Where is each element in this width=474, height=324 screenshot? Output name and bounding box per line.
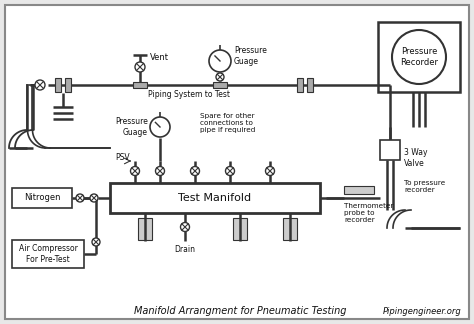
Bar bbox=[12, 188, 72, 208]
Text: Nitrogen: Nitrogen bbox=[24, 193, 60, 202]
Bar bbox=[307, 78, 313, 92]
Text: Thermometer
probe to
recorder: Thermometer probe to recorder bbox=[344, 203, 393, 223]
Circle shape bbox=[35, 80, 45, 90]
Bar bbox=[133, 82, 147, 88]
Circle shape bbox=[92, 238, 100, 246]
Text: Test Manifold: Test Manifold bbox=[178, 193, 252, 203]
Circle shape bbox=[150, 117, 170, 137]
Bar bbox=[138, 218, 152, 240]
Circle shape bbox=[181, 223, 190, 232]
Text: Spare for other
connections to
pipe if required: Spare for other connections to pipe if r… bbox=[200, 113, 255, 133]
Circle shape bbox=[130, 167, 139, 176]
Bar bbox=[380, 140, 400, 160]
Text: Pipingengineer.org: Pipingengineer.org bbox=[383, 307, 462, 316]
Circle shape bbox=[76, 194, 84, 202]
Bar bbox=[378, 22, 460, 92]
Text: Pressure
Guage: Pressure Guage bbox=[115, 117, 148, 137]
Text: Manifold Arrangment for Pneumatic Testing: Manifold Arrangment for Pneumatic Testin… bbox=[134, 306, 346, 316]
Text: Piping System to Test: Piping System to Test bbox=[148, 90, 230, 99]
Text: Pressure
Recorder: Pressure Recorder bbox=[400, 47, 438, 67]
Circle shape bbox=[226, 167, 235, 176]
Bar bbox=[110, 183, 320, 213]
Bar bbox=[213, 82, 227, 88]
Bar bbox=[344, 186, 374, 194]
Bar bbox=[65, 78, 71, 92]
Bar bbox=[297, 78, 303, 92]
Circle shape bbox=[392, 30, 446, 84]
Text: 3 Way
Valve: 3 Way Valve bbox=[404, 148, 428, 168]
Bar bbox=[12, 240, 84, 268]
Text: To pressure
recorder: To pressure recorder bbox=[404, 179, 445, 192]
Circle shape bbox=[155, 167, 164, 176]
Text: Drain: Drain bbox=[174, 245, 195, 254]
Circle shape bbox=[209, 50, 231, 72]
Circle shape bbox=[265, 167, 274, 176]
Text: Pressure
Guage: Pressure Guage bbox=[234, 46, 267, 66]
Text: PSV: PSV bbox=[115, 153, 130, 161]
Circle shape bbox=[191, 167, 200, 176]
Circle shape bbox=[90, 194, 98, 202]
Circle shape bbox=[135, 62, 145, 72]
Bar bbox=[233, 218, 247, 240]
Text: Vent: Vent bbox=[150, 52, 169, 62]
Circle shape bbox=[216, 73, 224, 81]
Bar bbox=[55, 78, 61, 92]
Text: Air Compressor
For Pre-Test: Air Compressor For Pre-Test bbox=[18, 244, 77, 264]
Bar bbox=[283, 218, 297, 240]
